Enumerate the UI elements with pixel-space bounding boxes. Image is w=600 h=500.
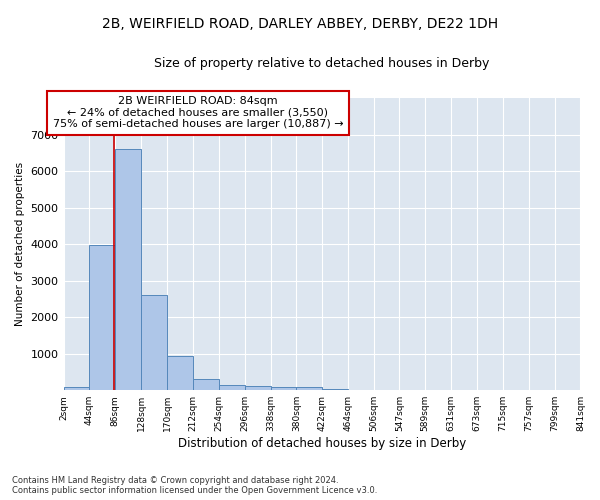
Bar <box>219 386 245 390</box>
Bar <box>296 388 322 390</box>
Bar <box>271 386 296 390</box>
Bar <box>115 149 141 390</box>
Bar <box>141 294 167 390</box>
Text: Contains HM Land Registry data © Crown copyright and database right 2024.
Contai: Contains HM Land Registry data © Crown c… <box>12 476 377 495</box>
Bar <box>89 245 115 390</box>
Bar <box>193 379 219 390</box>
Bar <box>245 386 271 390</box>
Bar <box>64 388 89 390</box>
Text: 2B, WEIRFIELD ROAD, DARLEY ABBEY, DERBY, DE22 1DH: 2B, WEIRFIELD ROAD, DARLEY ABBEY, DERBY,… <box>102 18 498 32</box>
Title: Size of property relative to detached houses in Derby: Size of property relative to detached ho… <box>154 58 490 70</box>
X-axis label: Distribution of detached houses by size in Derby: Distribution of detached houses by size … <box>178 437 466 450</box>
Text: 2B WEIRFIELD ROAD: 84sqm
← 24% of detached houses are smaller (3,550)
75% of sem: 2B WEIRFIELD ROAD: 84sqm ← 24% of detach… <box>53 96 343 130</box>
Y-axis label: Number of detached properties: Number of detached properties <box>15 162 25 326</box>
Bar <box>167 356 193 390</box>
